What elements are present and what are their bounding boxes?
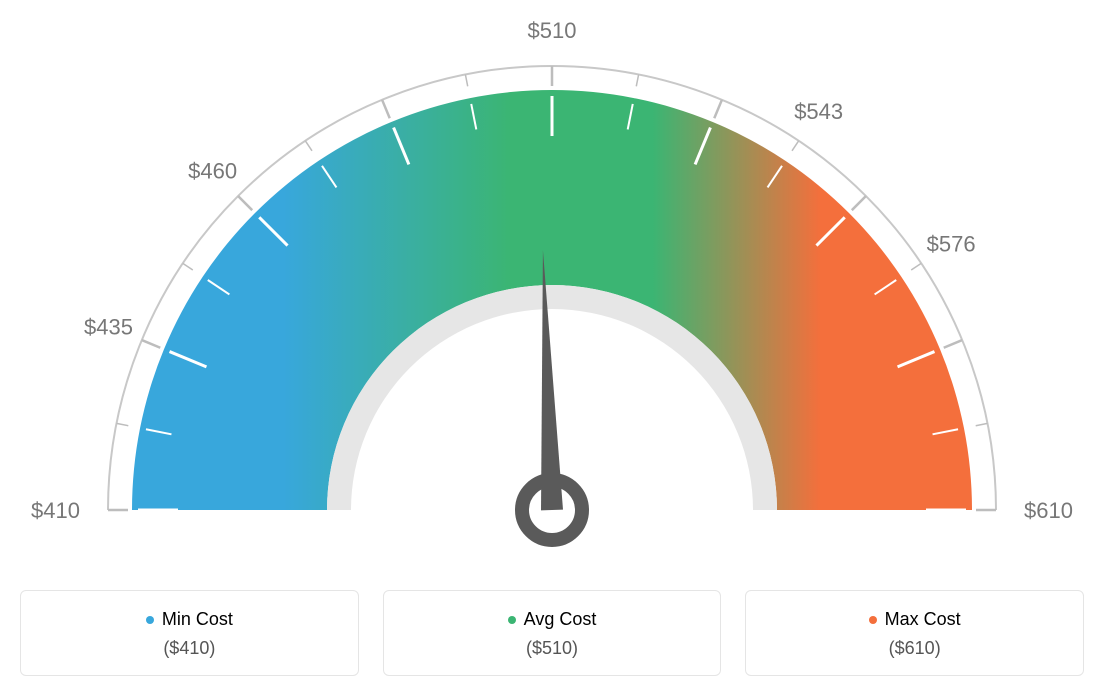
max-cost-value: ($610): [758, 638, 1071, 659]
gauge-tick-label: $460: [188, 159, 237, 184]
legend-row: Min Cost ($410) Avg Cost ($510) Max Cost…: [20, 590, 1084, 676]
max-cost-label-row: Max Cost: [869, 609, 961, 630]
min-cost-label-row: Min Cost: [146, 609, 233, 630]
min-cost-card: Min Cost ($410): [20, 590, 359, 676]
min-cost-label: Min Cost: [162, 609, 233, 630]
gauge-tick-label: $610: [1024, 498, 1073, 523]
gauge-svg: $410 $435 $460 $510 $543 $576 $610: [20, 20, 1084, 580]
gauge-tick-label: $576: [927, 231, 976, 256]
avg-cost-card: Avg Cost ($510): [383, 590, 722, 676]
gauge-tick-label: $543: [794, 99, 843, 124]
avg-cost-label: Avg Cost: [524, 609, 597, 630]
min-dot-icon: [146, 616, 154, 624]
max-cost-label: Max Cost: [885, 609, 961, 630]
gauge-tick-label: $410: [31, 498, 80, 523]
avg-cost-label-row: Avg Cost: [508, 609, 597, 630]
gauge-area: $410 $435 $460 $510 $543 $576 $610: [20, 20, 1084, 580]
avg-dot-icon: [508, 616, 516, 624]
max-cost-card: Max Cost ($610): [745, 590, 1084, 676]
avg-cost-value: ($510): [396, 638, 709, 659]
gauge-tick-label: $510: [528, 20, 577, 43]
gauge-tick-label: $435: [84, 314, 133, 339]
min-cost-value: ($410): [33, 638, 346, 659]
max-dot-icon: [869, 616, 877, 624]
gauge-chart-container: $410 $435 $460 $510 $543 $576 $610 Min Cost ($…: [20, 20, 1084, 676]
